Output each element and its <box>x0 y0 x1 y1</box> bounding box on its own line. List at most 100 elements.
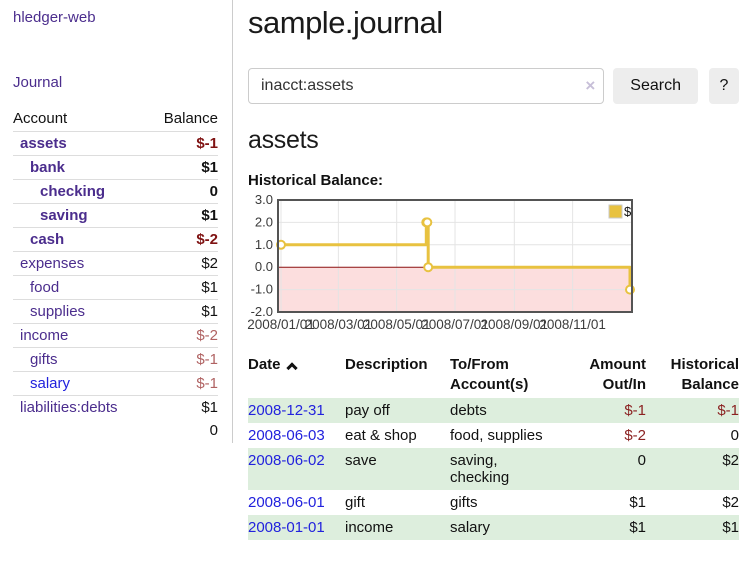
y-tick-label: -2.0 <box>251 304 273 319</box>
plot-border <box>277 199 633 313</box>
account-link[interactable]: checking <box>40 183 106 200</box>
app-brand-link[interactable]: hledger-web <box>13 9 96 26</box>
account-balance: $1 <box>147 299 218 324</box>
search-button[interactable]: Search <box>613 68 698 104</box>
page-title: sample.journal <box>248 5 443 40</box>
account-balance: $1 <box>147 275 218 300</box>
accounts-total-value: 0 <box>209 422 218 439</box>
sidebar: hledger-web Journal Account Balance asse… <box>0 0 233 443</box>
transaction-accounts: food, supplies <box>450 427 543 444</box>
transaction-date-cell: 2008-06-03 <box>248 423 345 448</box>
account-link[interactable]: assets <box>20 135 67 152</box>
account-link[interactable]: income <box>20 327 69 344</box>
data-point-marker <box>423 262 434 273</box>
transaction-description: income <box>345 515 450 540</box>
account-balance: $-1 <box>147 347 218 372</box>
chart-heading: Historical Balance: <box>248 172 384 189</box>
transaction-date-link[interactable]: 2008-12-31 <box>248 402 325 419</box>
accounts-total-spacer <box>13 419 148 442</box>
transaction-balance: $-1 <box>646 398 739 423</box>
clear-search-icon[interactable]: × <box>585 76 596 95</box>
register-column-header-accounts: To/From Account(s) <box>450 356 529 393</box>
x-tick-label: 2008/07/01 <box>421 317 489 332</box>
search-form: × Search ? <box>248 68 739 104</box>
transaction-date-link[interactable]: 2008-06-01 <box>248 494 325 511</box>
account-row: assets $-1 <box>13 132 218 156</box>
account-balance: $-2 <box>147 227 218 252</box>
account-row: liabilities:debts $1 <box>13 395 218 419</box>
account-link[interactable]: cash <box>30 231 65 248</box>
transaction-row: 2008-06-03 eat & shop food, supplies $-2 0 <box>248 423 739 448</box>
account-row: salary $-1 <box>13 371 218 396</box>
transaction-amount: $-1 <box>568 398 646 423</box>
account-link[interactable]: liabilities:debts <box>20 399 118 416</box>
account-balance: $-2 <box>147 323 218 348</box>
account-balance: $1 <box>147 395 218 419</box>
transaction-row: 2008-06-02 save saving, checking 0 $2 <box>248 448 739 490</box>
account-row: expenses $2 <box>13 251 218 276</box>
account-link[interactable]: saving <box>40 207 88 224</box>
accounts-table: Account Balance assets $-1 bank $1 checking 0… <box>13 107 218 442</box>
account-balance: $1 <box>147 155 218 180</box>
transaction-amount: 0 <box>568 448 646 490</box>
transaction-balance: $1 <box>646 515 739 540</box>
sidebar-item-journal[interactable]: Journal <box>13 74 63 91</box>
account-row: food $1 <box>13 275 218 300</box>
account-balance: $-1 <box>196 135 218 152</box>
account-link[interactable]: food <box>30 279 60 296</box>
transaction-date-cell: 2008-01-01 <box>248 515 345 540</box>
search-input[interactable] <box>248 68 605 104</box>
x-tick-label: 2008/11/01 <box>539 317 606 332</box>
transaction-date-link[interactable]: 2008-06-02 <box>248 452 325 469</box>
help-button[interactable]: ? <box>709 68 739 104</box>
search-box: × <box>248 68 605 104</box>
transaction-description: eat & shop <box>345 427 417 444</box>
transaction-description: pay off <box>345 398 450 423</box>
transaction-accounts: debts <box>450 398 568 423</box>
x-tick-label: 2008/05/01 <box>363 317 431 332</box>
transaction-amount: $-2 <box>624 427 646 444</box>
y-tick-label: 0.0 <box>255 259 273 274</box>
account-balance: $2 <box>147 251 218 276</box>
account-row: income $-2 <box>13 323 218 348</box>
y-tick-label: 2.0 <box>255 214 273 229</box>
x-tick-label: 2008/01/01 <box>247 317 315 332</box>
account-balance: $1 <box>147 203 218 228</box>
account-link[interactable]: expenses <box>20 255 85 272</box>
transaction-row: 2008-06-01 gift gifts $1 $2 <box>248 490 739 515</box>
historical-balance-chart: 2008/01/01 2008/03/01 2008/05/01 2008/07/01… <box>247 192 739 336</box>
transaction-date-link[interactable]: 2008-06-03 <box>248 427 325 444</box>
account-link[interactable]: gifts <box>30 351 58 368</box>
transaction-balance: 0 <box>730 427 739 444</box>
accounts-column-header-account: Account <box>13 107 148 132</box>
register-column-header-date[interactable]: Date <box>248 352 345 398</box>
transaction-accounts: salary <box>450 515 568 540</box>
account-balance: 0 <box>147 179 218 204</box>
account-row: gifts $-1 <box>13 347 218 372</box>
account-row: checking 0 <box>13 179 218 204</box>
transaction-date-cell: 2008-06-01 <box>248 490 345 515</box>
register-column-header-amount: Amount Out/In <box>589 356 646 393</box>
account-link[interactable]: supplies <box>30 303 86 320</box>
transaction-accounts: saving, checking <box>450 448 568 490</box>
accounts-total-row: 0 <box>13 419 218 442</box>
legend-swatch <box>608 204 623 219</box>
register-column-header-balance: Historical Balance <box>670 356 739 393</box>
register-column-header-description: Description <box>345 356 428 373</box>
register-table: Date Description To/From Account(s) Amou… <box>248 352 739 540</box>
account-link[interactable]: bank <box>30 159 66 176</box>
transaction-description: save <box>345 448 450 490</box>
account-link[interactable]: salary <box>30 375 71 392</box>
sort-ascending-icon <box>285 362 298 374</box>
transaction-balance: $2 <box>722 494 739 511</box>
legend-label: $ <box>624 204 632 219</box>
main-content: sample.journal × Search ? assets Histori… <box>247 0 739 540</box>
transaction-date-link[interactable]: 2008-01-01 <box>248 519 325 536</box>
account-row: supplies $1 <box>13 299 218 324</box>
x-tick-label: 2008/03/01 <box>305 317 373 332</box>
account-row: bank $1 <box>13 155 218 180</box>
transaction-description: gift <box>345 494 366 511</box>
accounts-column-header-balance: Balance <box>147 107 218 132</box>
transaction-date-cell: 2008-06-02 <box>248 448 345 490</box>
